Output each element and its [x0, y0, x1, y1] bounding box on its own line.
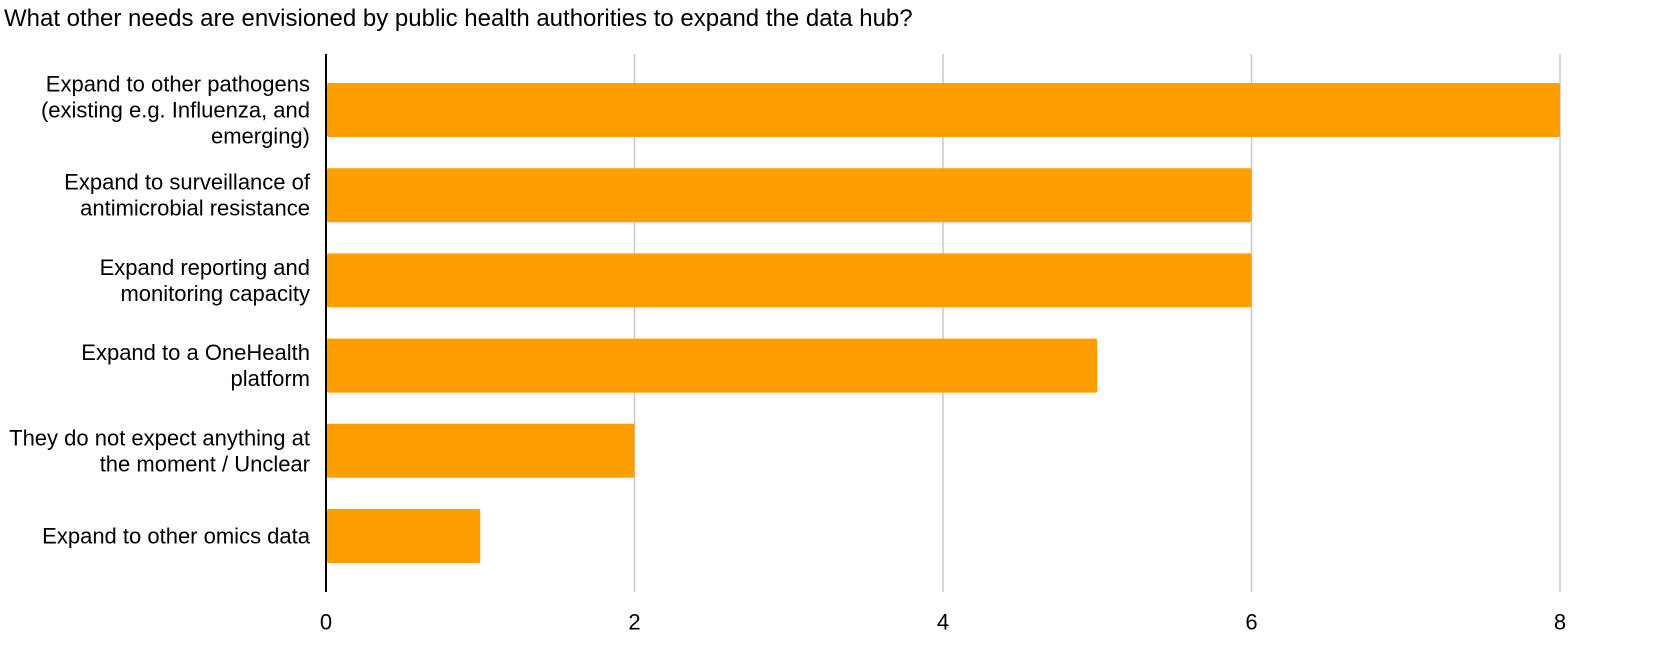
category-label-4-line-1: the moment / Unclear: [100, 451, 310, 476]
bar-4: [327, 423, 635, 478]
bar-0: [327, 83, 1560, 137]
category-label-5-line-0: Expand to other omics data: [42, 524, 311, 549]
bar-5: [327, 509, 481, 563]
bar-2: [327, 253, 1252, 308]
chart-title: What other needs are envisioned by publi…: [4, 5, 913, 32]
category-labels: Expand to other pathogens(existing e.g. …: [9, 72, 311, 549]
bar-1: [327, 168, 1252, 223]
x-tick-label-2: 2: [628, 610, 640, 635]
category-label-1-line-0: Expand to surveillance of: [64, 170, 311, 195]
x-tick-label-6: 6: [1245, 610, 1257, 635]
x-tick-labels: 0 2 4 6 8: [320, 610, 1566, 635]
category-label-2-line-1: monitoring capacity: [120, 281, 310, 306]
gridlines: [633, 54, 1561, 592]
category-label-3-line-1: platform: [231, 366, 310, 391]
category-label-0-line-2: emerging): [211, 124, 310, 149]
x-tick-label-0: 0: [320, 610, 332, 635]
category-label-0-line-1: (existing e.g. Influenza, and: [41, 98, 310, 123]
bars: [327, 83, 1560, 563]
category-label-4-line-0: They do not expect anything at: [9, 425, 310, 450]
category-label-2-line-0: Expand reporting and: [100, 255, 310, 280]
x-tick-label-8: 8: [1554, 610, 1566, 635]
category-label-0-line-0: Expand to other pathogens: [46, 72, 310, 97]
category-label-3-line-0: Expand to a OneHealth: [81, 340, 310, 365]
category-label-1-line-1: antimicrobial resistance: [80, 196, 310, 221]
bar-3: [327, 338, 1098, 393]
x-tick-label-4: 4: [937, 610, 949, 635]
